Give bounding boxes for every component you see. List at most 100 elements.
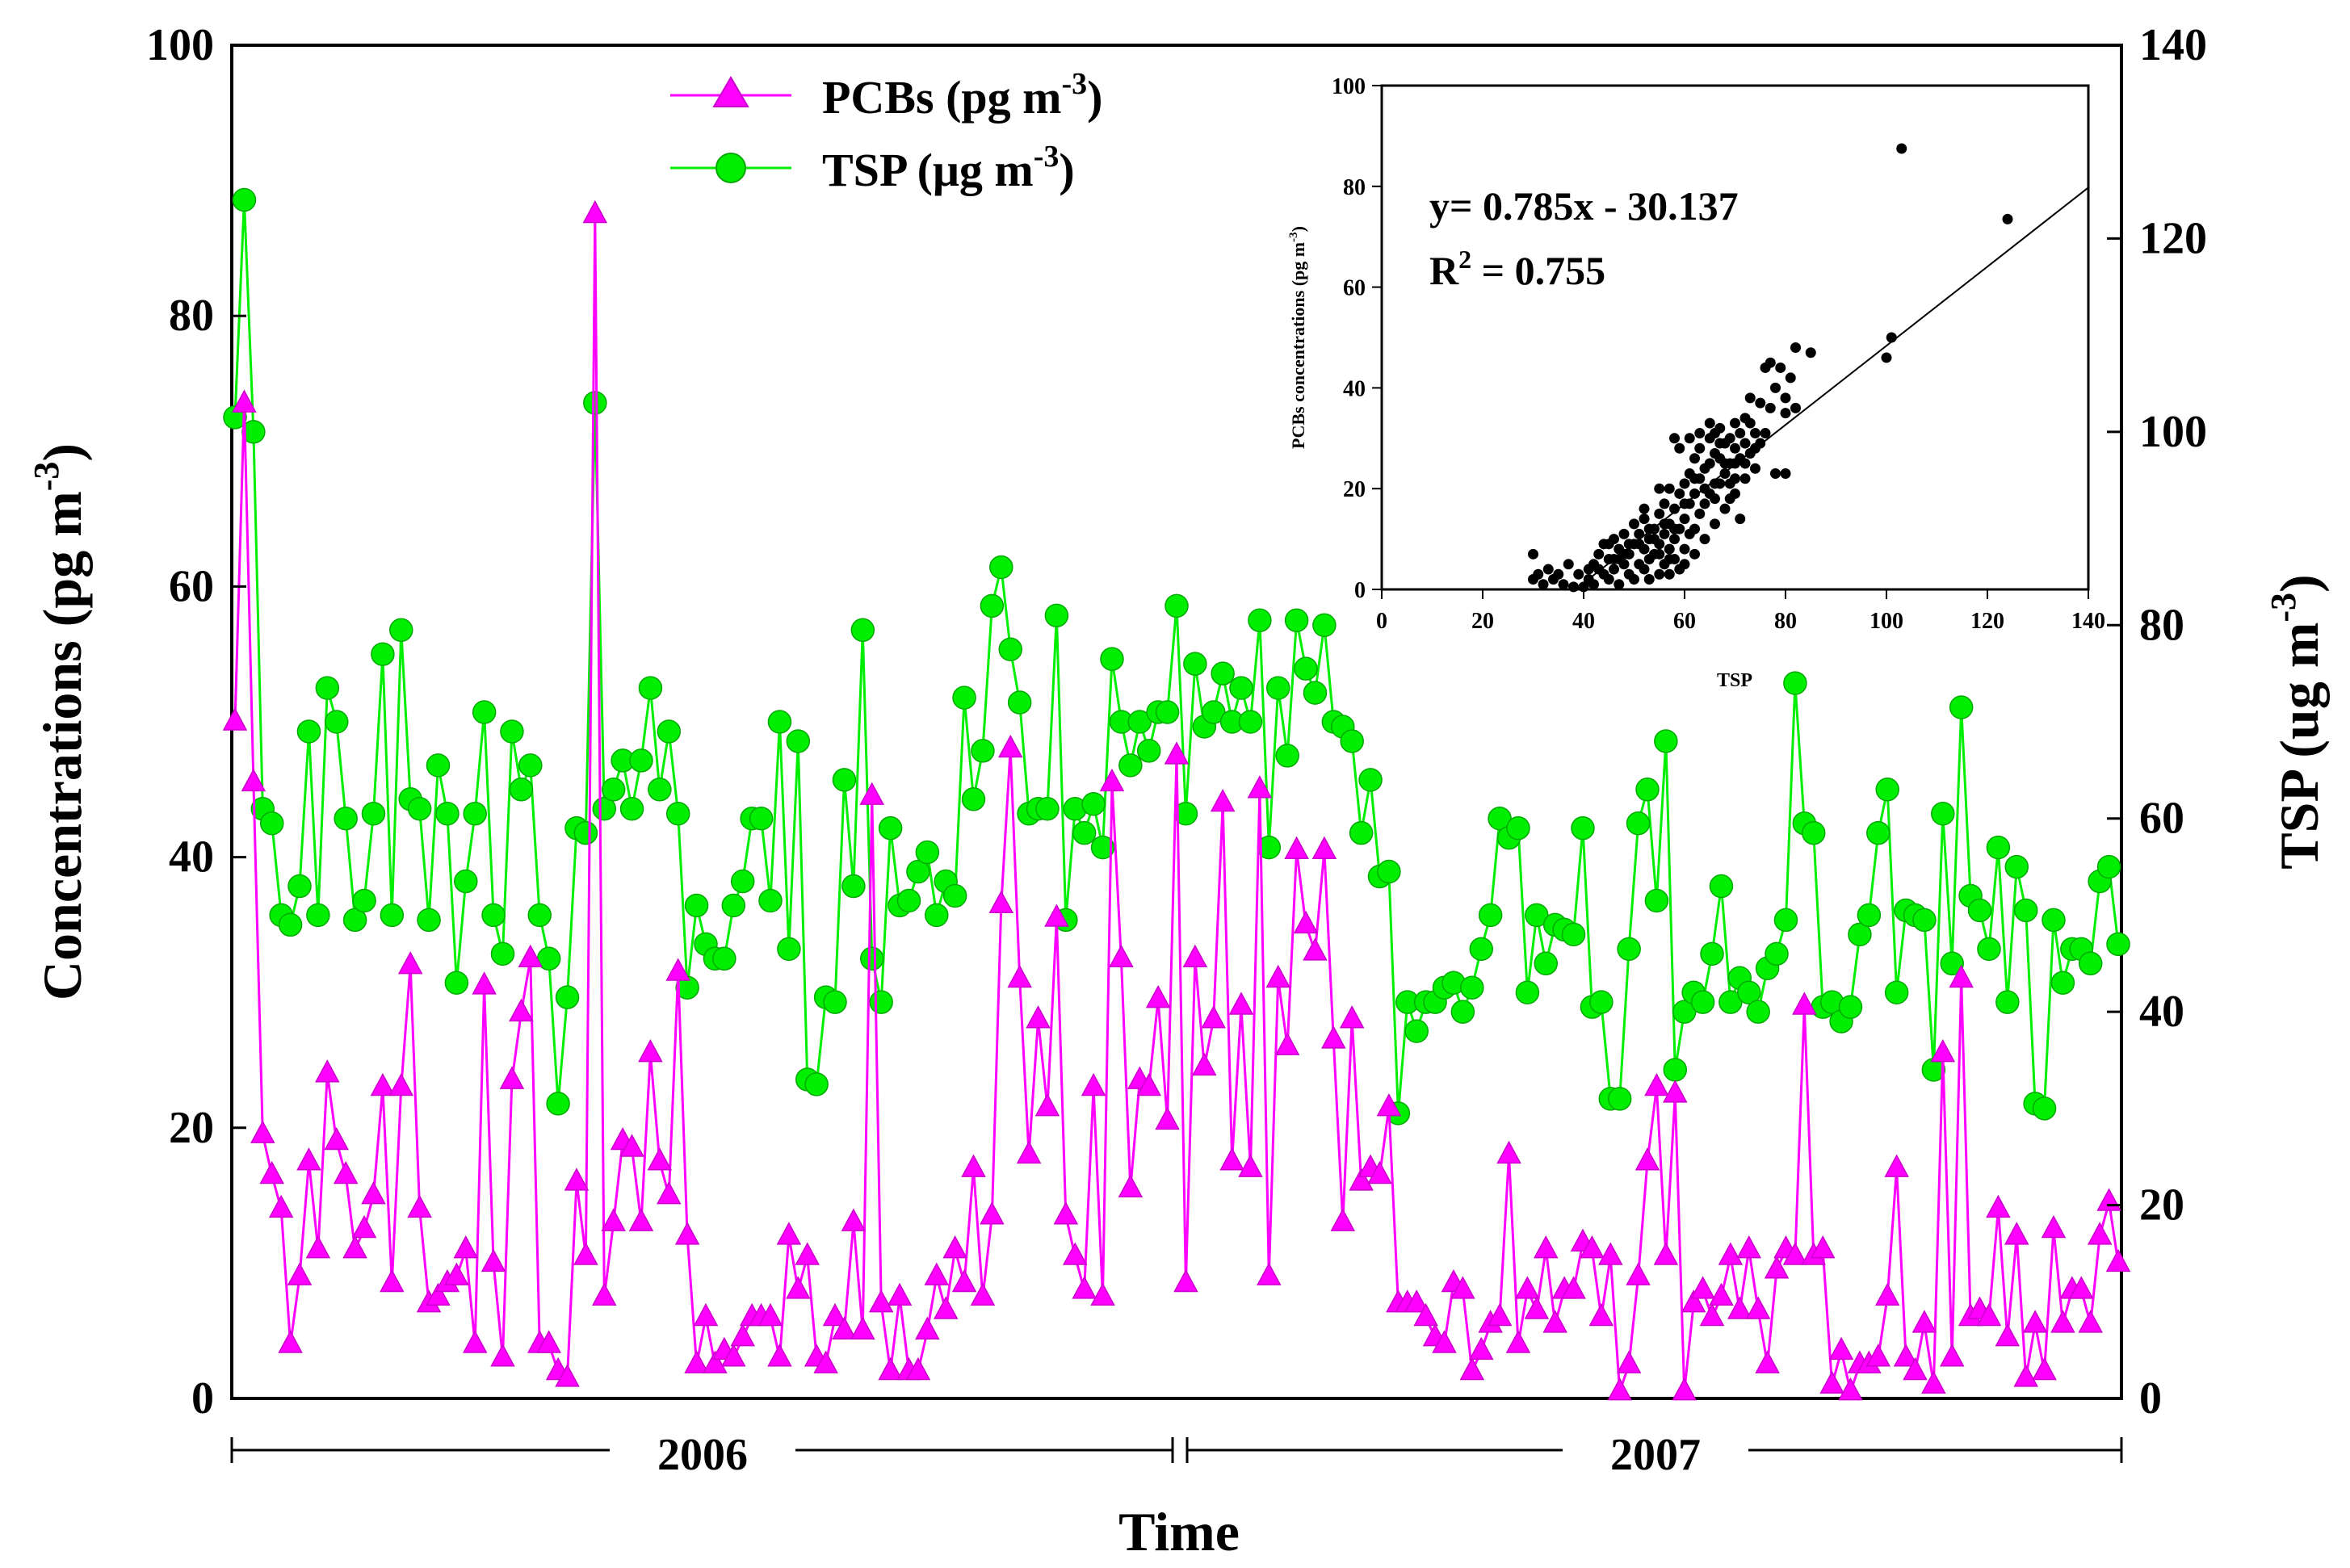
tsp-point-35	[546, 1092, 570, 1116]
tsp-point-83	[989, 555, 1013, 580]
tsp-point-183	[1912, 908, 1937, 933]
tsp-point-95	[1100, 647, 1124, 671]
tsp-point-33	[527, 903, 552, 928]
scatter-point-129	[1639, 503, 1650, 514]
tsp-point-4	[259, 811, 284, 836]
inset-x-tick-label-0: 0	[1376, 609, 1387, 634]
tsp-point-75	[915, 840, 940, 865]
tsp-point-14	[352, 888, 376, 913]
pcbs-point-115	[1284, 836, 1309, 859]
tsp-point-102	[1165, 593, 1189, 618]
scatter-point-111	[2002, 213, 2013, 224]
y-tick-label-left-2: 40	[169, 832, 214, 883]
scatter-point-2	[1538, 579, 1549, 590]
pcbs-point-59	[767, 1344, 792, 1367]
tsp-point-12	[334, 806, 358, 831]
scatter-point-32	[1639, 514, 1650, 525]
scatter-point-130	[1684, 433, 1695, 444]
tsp-point-63	[804, 1072, 829, 1096]
tsp-point-121	[1340, 729, 1364, 753]
scatter-point-152	[1730, 488, 1740, 499]
pcbs-point-92	[1072, 1276, 1097, 1299]
tsp-point-186	[1940, 951, 1964, 976]
tsp-point-180	[1884, 980, 1909, 1004]
pcbs-point-3	[250, 1120, 275, 1143]
tsp-point-79	[952, 685, 976, 710]
tsp-point-24	[444, 971, 469, 995]
series-pcbs	[222, 199, 2131, 1401]
tsp-point-156	[1663, 1058, 1688, 1082]
pcbs-point-174	[1828, 1336, 1854, 1360]
pcbs-point-179	[1874, 1282, 1900, 1306]
pcbs-point-51	[693, 1302, 719, 1327]
inset-r-squared: R2 = 0.755	[1429, 245, 1605, 293]
y-tick-label-left-4: 80	[169, 291, 214, 341]
tsp-point-123	[1358, 768, 1383, 792]
inset-axis-layer: 0 20 40 60 80 100 120 140 0 20 40 60 80 100	[1332, 74, 2105, 634]
scatter-point-108	[1881, 352, 1892, 363]
scatter-point-147	[1603, 539, 1614, 550]
tsp-point-101	[1155, 700, 1180, 724]
pcbs-point-41	[601, 1208, 626, 1231]
pcbs-point-60	[776, 1222, 802, 1245]
scatter-point-3	[1542, 564, 1554, 575]
series-tsp	[223, 187, 2130, 1126]
pcbs-point-19	[397, 951, 423, 975]
tsp-point-161	[1709, 874, 1734, 899]
tsp-point-93	[1081, 792, 1106, 816]
tsp-point-146	[1571, 815, 1595, 841]
scatter-point-48	[1669, 534, 1680, 545]
tsp-point-15	[361, 801, 386, 826]
tsp-point-60	[777, 937, 801, 962]
scatter-point-50	[1674, 488, 1685, 499]
pcbs-point-71	[878, 1356, 903, 1381]
inset-y-tick-label-4: 80	[1343, 175, 1366, 200]
pcbs-point-131	[1432, 1330, 1457, 1353]
pcbs-point-155	[1653, 1242, 1679, 1265]
tsp-point-10	[315, 676, 340, 700]
scatter-point-5	[1553, 568, 1564, 580]
tsp-point-118	[1312, 613, 1337, 638]
scatter-point-38	[1654, 508, 1665, 519]
scatter-point-136	[1744, 392, 1756, 404]
pcbs-point-14	[351, 1214, 377, 1239]
scatter-point-99	[1765, 357, 1776, 368]
pcbs-point-183	[1911, 1310, 1937, 1333]
scatter-point-6	[1558, 579, 1569, 590]
scatter-point-26	[1629, 574, 1639, 585]
tsp-point-177	[1857, 903, 1882, 928]
scatter-point-131	[1694, 428, 1706, 439]
tsp-point-185	[1931, 801, 1955, 826]
pcbs-point-203	[2096, 1188, 2121, 1211]
pcbs-point-191	[1986, 1194, 2011, 1218]
pcbs-point-194	[2013, 1364, 2038, 1387]
pcbs-point-192	[1995, 1323, 2021, 1347]
pcbs-point-17	[380, 1268, 405, 1293]
pcbs-point-9	[305, 1235, 331, 1259]
pcbs-point-133	[1450, 1276, 1475, 1299]
pcbs-point-117	[1303, 937, 1328, 961]
y-tick-label-left-0: 0	[191, 1373, 214, 1423]
tsp-point-13	[342, 908, 367, 933]
scatter-point-101	[1770, 467, 1781, 479]
tsp-point-78	[942, 883, 967, 908]
legend-tsp-label: TSP (μg m-3)	[822, 140, 1075, 196]
tsp-point-98	[1127, 710, 1152, 734]
pcbs-point-85	[1007, 964, 1032, 988]
scatter-point-154	[1760, 428, 1771, 439]
tsp-point-125	[1377, 859, 1401, 884]
pcbs-point-83	[988, 890, 1014, 914]
tsp-point-9	[306, 903, 330, 928]
pcbs-point-29	[490, 1344, 515, 1367]
scatter-point-55	[1679, 543, 1690, 555]
pcbs-point-70	[868, 1289, 894, 1313]
pcbs-point-30	[499, 1066, 525, 1089]
scatter-point-8	[1568, 581, 1579, 593]
tsp-point-148	[1589, 990, 1614, 1014]
pcbs-point-49	[674, 1222, 700, 1245]
scatter-point-39	[1654, 568, 1665, 580]
pcbs-point-64	[813, 1350, 838, 1373]
scatter-point-134	[1704, 417, 1715, 429]
scatter-point-44	[1664, 543, 1675, 555]
pcbs-point-149	[1598, 1242, 1623, 1265]
